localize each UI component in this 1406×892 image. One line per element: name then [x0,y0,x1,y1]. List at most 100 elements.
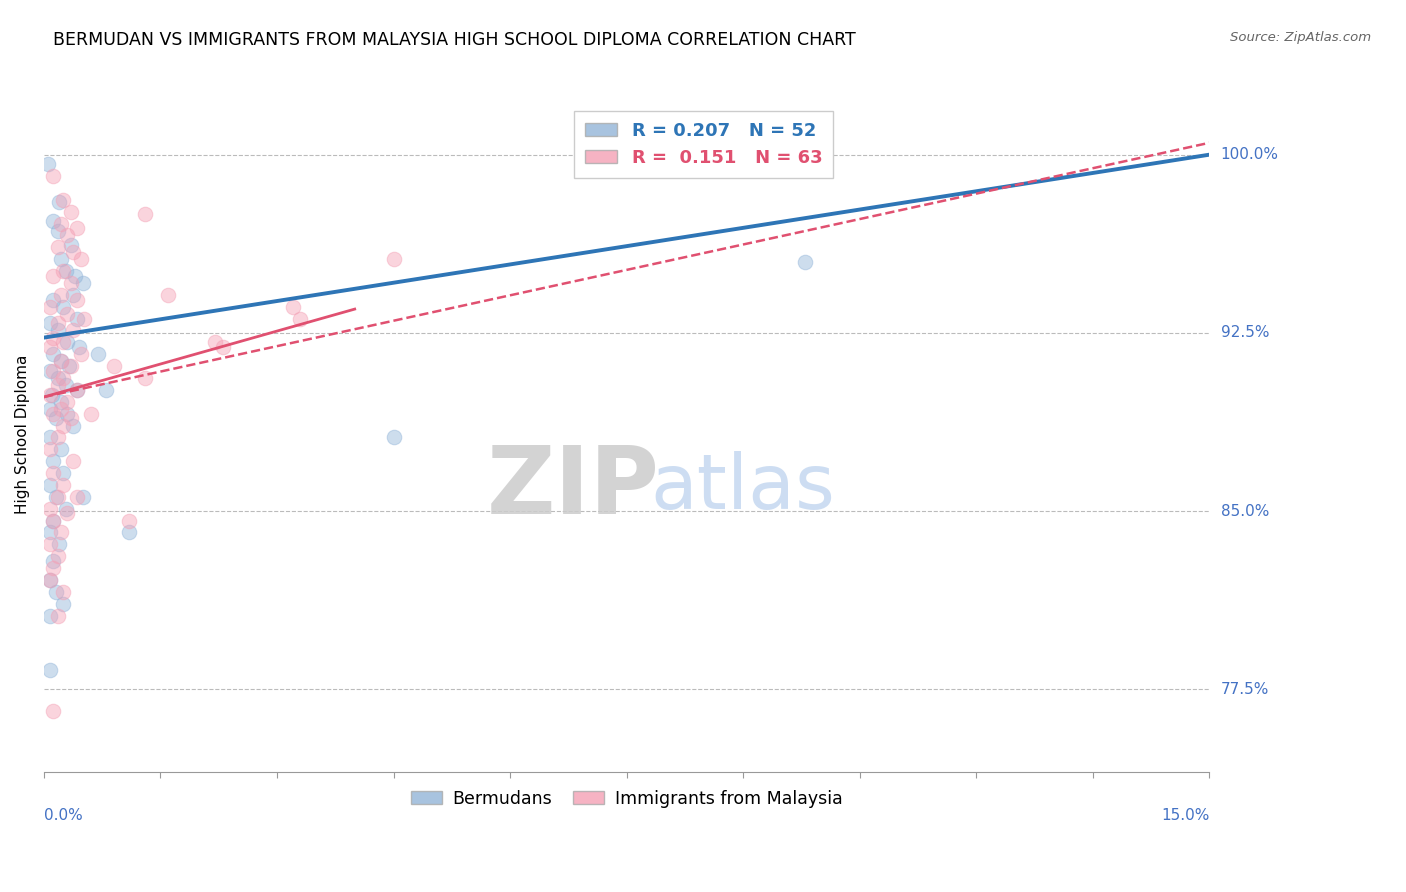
Point [42,364,65,378]
Point [52,584,75,599]
Point [42,268,65,283]
Point [211,340,233,354]
Point [39,663,62,677]
Text: 15.0%: 15.0% [1161,808,1209,823]
Y-axis label: High School Diploma: High School Diploma [15,354,30,514]
Point [56,335,79,350]
Point [39,364,62,378]
Point [52,478,75,492]
Point [62,288,84,302]
Point [39,300,62,314]
Point [60,238,83,252]
Point [67,340,90,354]
Point [46,378,69,392]
Point [49,401,72,416]
Point [60,276,83,290]
Point [39,387,62,401]
Point [58,359,80,373]
Point [87,347,110,361]
Point [48,195,70,210]
Point [42,214,65,228]
Point [39,501,62,516]
Point [60,411,83,425]
Point [52,300,75,314]
Point [42,554,65,568]
Point [65,383,87,397]
Point [42,561,65,575]
Point [39,608,62,623]
Point [42,347,65,361]
Point [49,354,72,368]
Point [63,268,86,283]
Point [46,490,69,504]
Legend: Bermudans, Immigrants from Malaysia: Bermudans, Immigrants from Malaysia [404,782,849,814]
Point [41,387,63,401]
Point [794,254,817,268]
Point [46,371,69,385]
Point [45,584,67,599]
Point [49,252,72,267]
Point [39,401,62,416]
Point [42,169,65,183]
Point [49,217,72,231]
Text: 92.5%: 92.5% [1220,326,1270,341]
Point [52,466,75,480]
Point [49,394,72,409]
Point [42,454,65,468]
Point [52,264,75,278]
Point [56,394,79,409]
Point [52,371,75,385]
Point [45,490,67,504]
Point [39,317,62,331]
Point [60,204,83,219]
Point [118,514,141,528]
Point [46,608,69,623]
Point [52,418,75,433]
Point [72,276,94,290]
Point [48,537,70,551]
Point [49,525,72,540]
Point [73,311,96,326]
Point [37,157,59,171]
Point [70,347,93,361]
Point [49,442,72,457]
Point [39,525,62,540]
Point [70,252,93,267]
Point [45,411,67,425]
Point [39,573,62,587]
Point [46,240,69,254]
Point [39,537,62,551]
Point [62,323,84,337]
Point [52,597,75,611]
Point [46,549,69,564]
Point [94,383,117,397]
Point [62,245,84,260]
Point [62,418,84,433]
Text: 85.0%: 85.0% [1220,504,1268,518]
Point [65,293,87,307]
Point [39,442,62,457]
Point [46,317,69,331]
Point [65,311,87,326]
Point [56,307,79,321]
Point [60,359,83,373]
Point [157,288,180,302]
Point [46,430,69,444]
Point [42,407,65,421]
Point [42,466,65,480]
Point [39,478,62,492]
Point [134,207,156,221]
Point [65,383,87,397]
Point [42,514,65,528]
Point [39,573,62,587]
Point [55,501,77,516]
Point [118,525,141,540]
Point [56,228,79,243]
Point [42,514,65,528]
Point [72,490,94,504]
Point [49,288,72,302]
Point [65,221,87,235]
Point [382,430,405,444]
Point [134,371,156,385]
Point [49,354,72,368]
